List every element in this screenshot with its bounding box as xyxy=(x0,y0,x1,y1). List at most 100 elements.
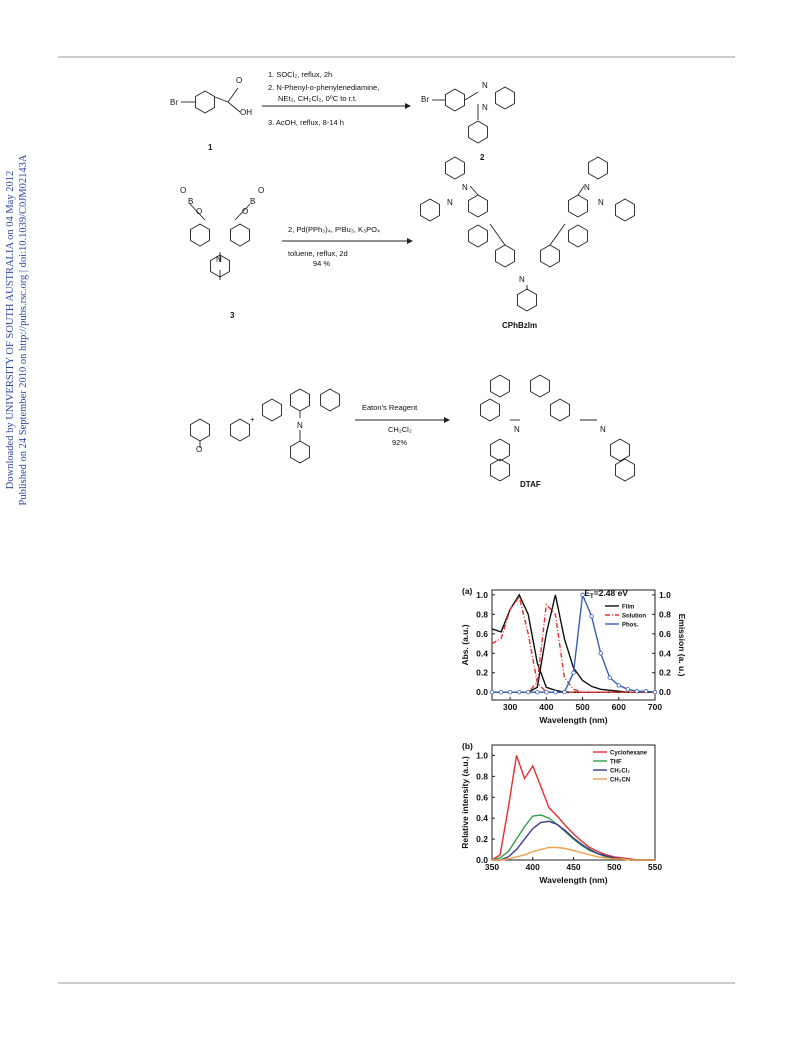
atom-label: N xyxy=(598,198,604,207)
compound-label: 1 xyxy=(208,143,213,152)
annotation: ET=2.48 eV xyxy=(584,588,628,600)
y2-tick-label: 0.4 xyxy=(659,648,671,658)
atom-label: N xyxy=(216,255,222,264)
atom-label: N xyxy=(600,425,606,434)
sidebar-text: Published on 24 September 2010 on http:/… xyxy=(18,154,29,505)
compound-label: CPhBzIm xyxy=(502,321,537,330)
y-tick-label: 0.8 xyxy=(476,771,488,781)
data-point xyxy=(553,690,558,695)
atom-label: N xyxy=(297,421,303,430)
atom-label: OH xyxy=(240,108,252,117)
atom-label: O xyxy=(236,76,242,85)
arrow-head xyxy=(407,238,413,244)
ring xyxy=(480,398,500,422)
condition: CH₂Cl₂ xyxy=(388,425,412,434)
data-point xyxy=(562,690,567,695)
atom-label: Br xyxy=(421,95,429,104)
atom-label: O xyxy=(258,186,264,195)
ring xyxy=(588,156,608,180)
compound-label: DTAF xyxy=(520,480,541,489)
data-point xyxy=(498,690,504,695)
series-line xyxy=(491,595,655,693)
ring xyxy=(610,438,630,462)
arrow-head xyxy=(444,417,450,423)
x-axis-label: Wavelength (nm) xyxy=(539,875,607,885)
condition: toluene, reflux, 2d xyxy=(288,249,348,258)
data-point xyxy=(489,690,495,695)
ring xyxy=(530,374,550,398)
legend-label: Phos. xyxy=(622,623,639,629)
ring xyxy=(540,244,560,268)
data-point xyxy=(544,690,549,695)
bond xyxy=(464,91,479,101)
charts: (a) 300 400 500 600 700 Wavelength (nm) 0.0 0.2 0… xyxy=(460,586,687,885)
ring xyxy=(495,244,515,268)
y2-tick-label: 0.8 xyxy=(659,609,671,619)
condition: 1. SOCl₂, reflux, 2h xyxy=(268,70,332,79)
atom-label: N xyxy=(482,103,488,112)
y2-axis-label: Emission (a. u.) xyxy=(677,614,687,677)
y2-tick-label: 0.0 xyxy=(659,687,671,697)
x-tick-label: 400 xyxy=(539,702,553,712)
panel-label: (a) xyxy=(462,586,473,596)
data-point xyxy=(589,614,594,619)
y-tick-label: 1.0 xyxy=(476,750,488,760)
data-point xyxy=(607,675,612,680)
ring xyxy=(230,418,250,442)
ring xyxy=(550,398,570,422)
data-point xyxy=(507,690,513,695)
x-tick-label: 700 xyxy=(648,702,662,712)
sidebar-text: Downloaded by UNIVERSITY OF SOUTH AUSTRA… xyxy=(5,171,16,489)
y-tick-label: 1.0 xyxy=(476,590,488,600)
x-tick-label: 450 xyxy=(566,862,580,872)
panel-label: (b) xyxy=(462,741,473,751)
condition: Eaton's Reagent xyxy=(362,403,418,412)
ring xyxy=(320,388,340,412)
data-point xyxy=(580,592,585,598)
annotation-part: =2.48 eV xyxy=(594,588,629,598)
atom-label: N xyxy=(462,183,468,192)
plus-sign: + xyxy=(250,415,255,424)
ring xyxy=(468,120,488,144)
y-tick-label: 0.8 xyxy=(476,609,488,619)
ring xyxy=(420,198,440,222)
y2-tick-label: 1.0 xyxy=(659,590,671,600)
ring xyxy=(230,223,250,247)
bond xyxy=(227,101,241,113)
atom-label: Br xyxy=(170,98,178,107)
y-tick-label: 0.0 xyxy=(476,855,488,865)
data-point xyxy=(535,690,540,695)
atom-label: N xyxy=(519,275,525,284)
condition: 2, Pd(PPh₃)₄, PᵗBu₃, K₃PO₄ xyxy=(288,225,380,234)
y2-tick-label: 0.2 xyxy=(659,668,671,678)
x-tick-label: 300 xyxy=(503,702,517,712)
atom-label: N xyxy=(584,183,590,192)
x-tick-label: 550 xyxy=(648,862,662,872)
condition: 3. AcOH, reflux, 8-14 h xyxy=(268,118,344,127)
ring xyxy=(568,224,588,248)
condition: 92% xyxy=(392,438,407,447)
atom-label: N xyxy=(447,198,453,207)
ring xyxy=(468,224,488,248)
y2-tick-label: 0.6 xyxy=(659,629,671,639)
ring xyxy=(615,198,635,222)
legend-label: THF xyxy=(610,760,622,766)
y-axis-label: Abs. (a.u.) xyxy=(460,624,470,665)
bond xyxy=(189,203,206,221)
ring xyxy=(445,156,465,180)
y-tick-label: 0.6 xyxy=(476,629,488,639)
plot-frame xyxy=(491,589,656,701)
ring xyxy=(490,374,510,398)
bond xyxy=(234,203,251,221)
bond xyxy=(214,96,229,103)
bond xyxy=(469,185,479,196)
data-point xyxy=(526,690,531,695)
ring xyxy=(290,440,310,464)
x-tick-label: 600 xyxy=(612,702,626,712)
bond xyxy=(549,223,566,246)
bond xyxy=(577,185,585,196)
atom-label: N xyxy=(514,425,520,434)
atom-label: O xyxy=(196,445,202,454)
atom-label: N xyxy=(482,81,488,90)
